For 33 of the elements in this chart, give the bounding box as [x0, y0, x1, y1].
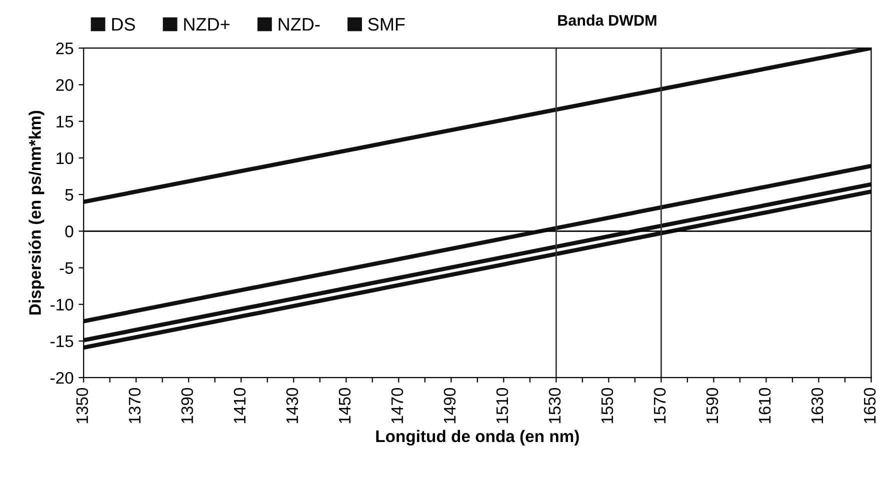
y-tick-label: 10	[56, 152, 74, 164]
x-tick-label: 1610	[758, 388, 771, 424]
x-tick-label: 1410	[234, 388, 246, 424]
text: Banda DWDM	[558, 14, 656, 26]
x-tick-label: 1490	[444, 388, 456, 424]
legend-label: SMF	[368, 18, 405, 31]
y-tick-label: -15	[50, 336, 74, 348]
y-tick-label: 5	[65, 189, 74, 201]
y-tick-label: 15	[56, 116, 74, 128]
legend-label: DS	[112, 18, 135, 31]
x-tick-label: 1550	[601, 388, 614, 424]
x-tick-label: 1370	[128, 388, 141, 424]
x-tick-label: 1390	[181, 388, 194, 424]
x-tick-label: 1350	[76, 388, 88, 424]
y-tick-label: -5	[60, 262, 74, 274]
x-tick-label: 1450	[338, 388, 351, 424]
legend-label: NZD+	[184, 18, 230, 31]
x-tick-label: 1590	[706, 388, 718, 424]
y-tick-label: -10	[50, 298, 74, 311]
y-tick-label: 20	[56, 79, 74, 91]
x-tick-label: 1510	[496, 388, 508, 424]
x-tick-label: 1430	[286, 388, 298, 424]
x-tick-label: 1570	[654, 388, 666, 424]
x-tick-label: 1650	[864, 388, 876, 424]
legend-label: NZD-	[278, 18, 320, 31]
y-tick-label: 25	[56, 42, 74, 54]
x-tick-label: 1470	[391, 388, 404, 424]
y-tick-label: -20	[50, 372, 74, 384]
x-tick-label: 1630	[811, 388, 824, 424]
x-tick-label: 1530	[548, 388, 561, 424]
x-axis-title: Longitud de onda (en nm)	[376, 430, 579, 446]
y-axis-title: Dispersión (en ps/nm*km)	[28, 110, 44, 315]
y-tick-label: 0	[65, 226, 74, 238]
